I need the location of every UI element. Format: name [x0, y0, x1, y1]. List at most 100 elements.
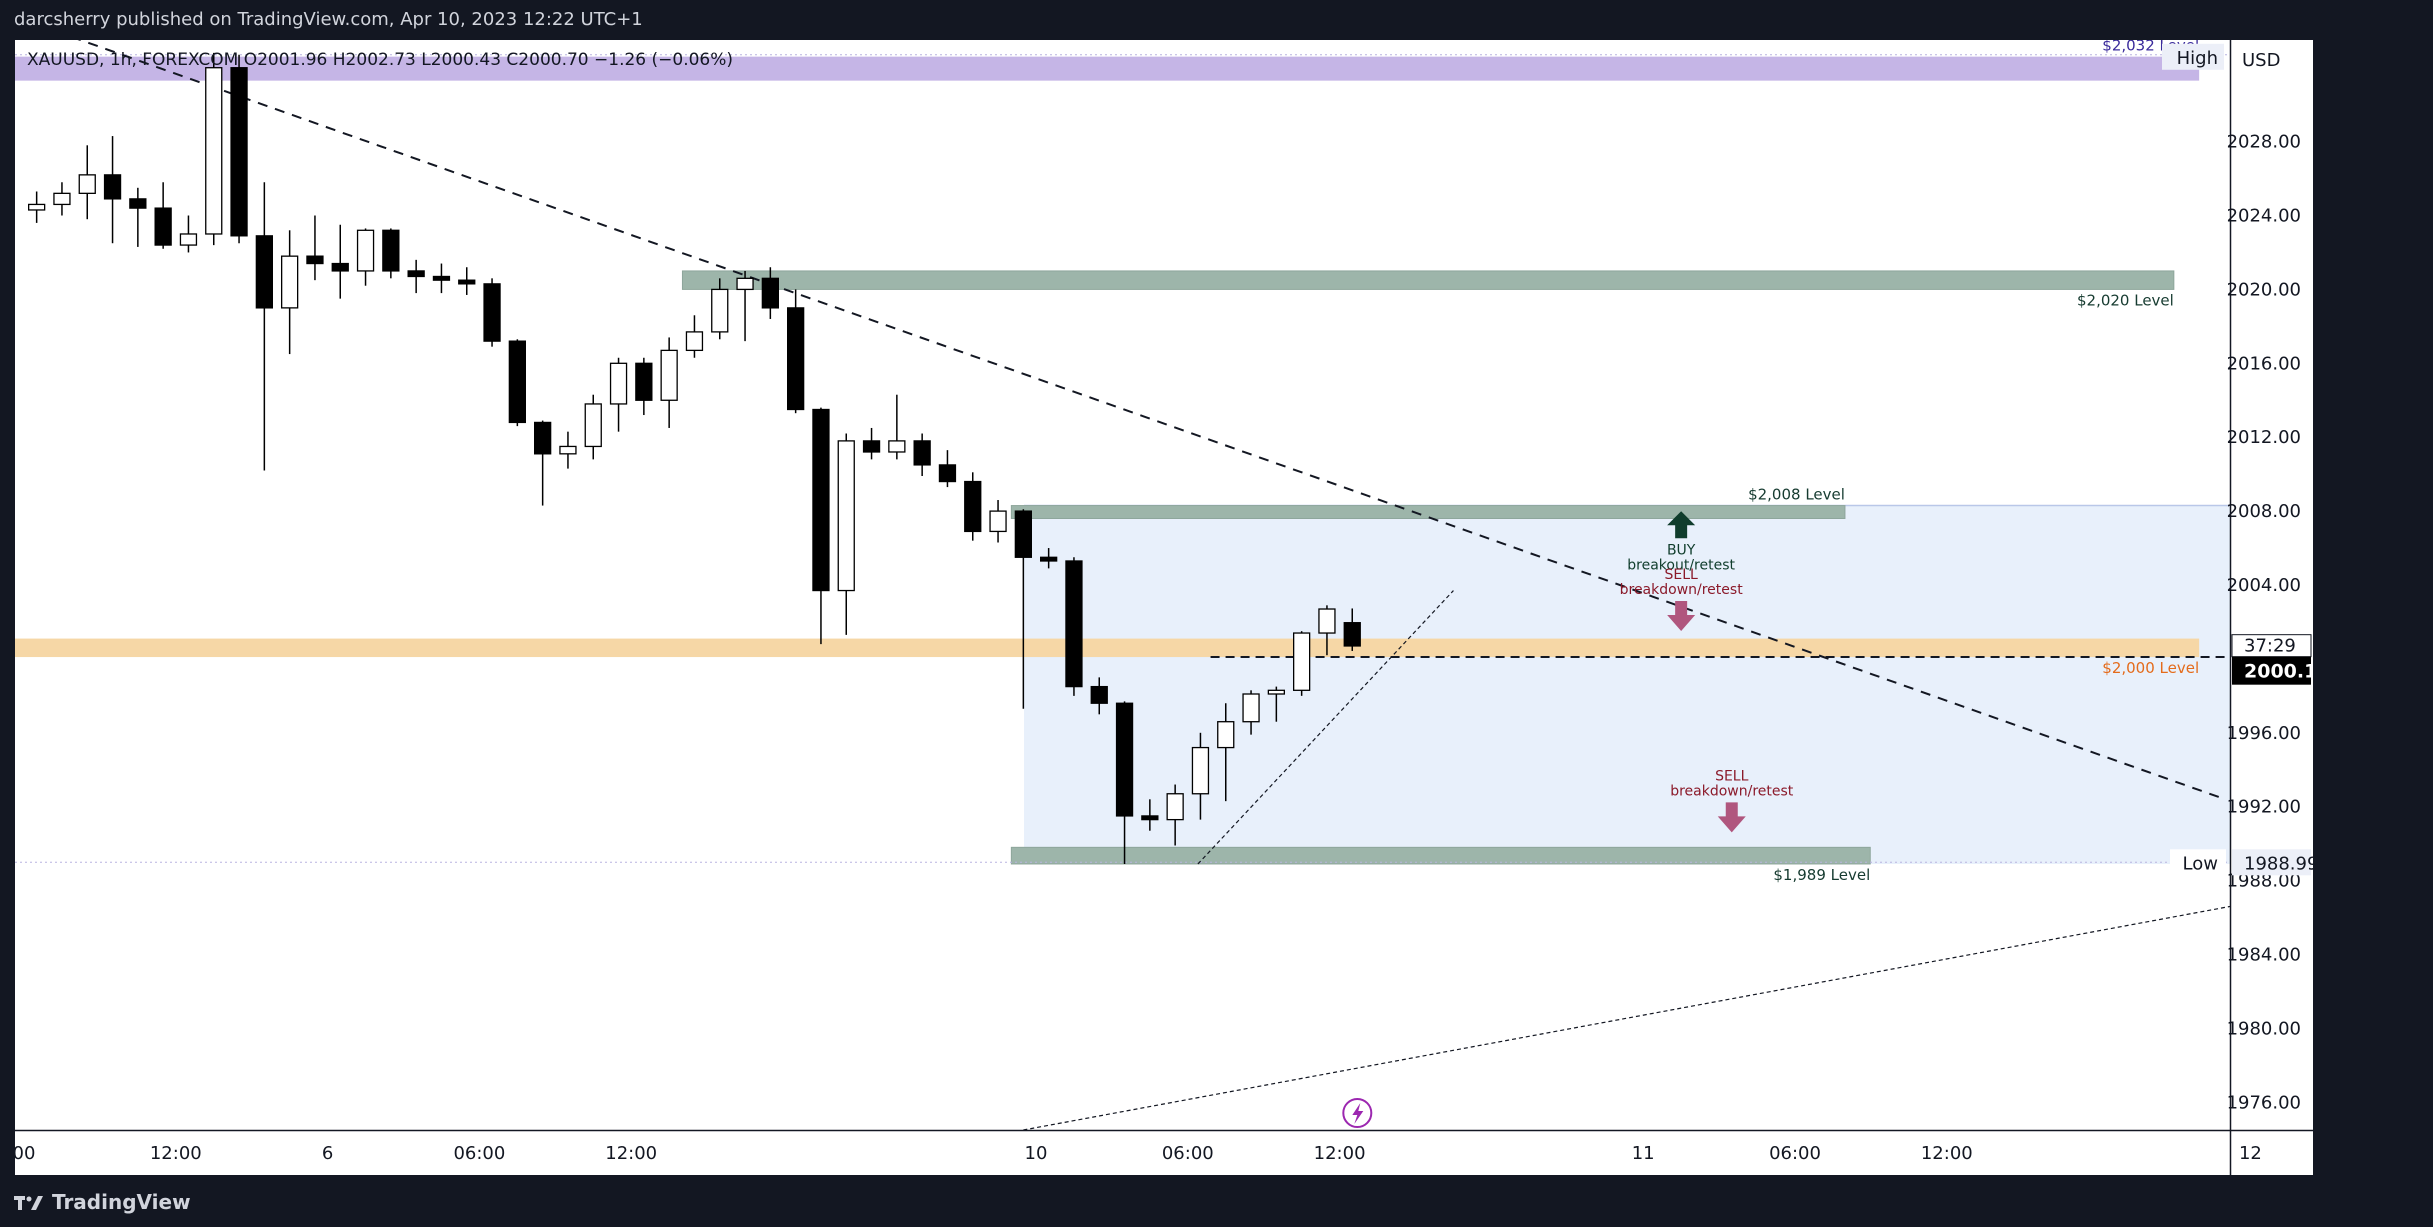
x-tick-0: 00 — [15, 1143, 35, 1164]
candle-body-23 — [609, 362, 628, 405]
candle-body-21 — [559, 445, 577, 455]
y-tick-5: 2008.00 — [2227, 501, 2301, 522]
y-tick-9: 1988.00 — [2227, 871, 2301, 892]
candle-body-25 — [660, 349, 678, 401]
candle-body-19 — [508, 340, 527, 424]
candle-body-0 — [27, 203, 46, 211]
candle-body-22 — [584, 403, 602, 448]
symbol-legend: XAUUSD, 1h, FOREXCOM O2001.96 H2002.73 L… — [27, 50, 734, 70]
candle-body-31 — [812, 408, 830, 592]
y-tick-7: 1996.00 — [2227, 723, 2301, 744]
candle-body-37 — [964, 480, 982, 533]
footer-brand[interactable]: TradingView — [14, 1190, 191, 1214]
sell-arrow-1 — [1667, 601, 1696, 632]
candle-body-34 — [888, 440, 906, 453]
zone-1 — [681, 270, 2175, 290]
y-tick-12: 1976.00 — [2227, 1092, 2301, 1113]
current-price-label: 2000.12 — [2244, 661, 2313, 683]
sell-arrow-2 — [1717, 802, 1746, 833]
candle-body-2 — [78, 174, 96, 194]
candle-body-35 — [913, 440, 931, 466]
footer-brand-label: TradingView — [52, 1190, 191, 1214]
y-tick-6: 2004.00 — [2227, 575, 2301, 596]
x-tick-9: 06:00 — [1769, 1143, 1821, 1164]
candle-body-11 — [306, 255, 324, 265]
candle-body-30 — [787, 307, 805, 411]
x-tick-10: 12:00 — [1921, 1143, 1973, 1164]
zone-label-1: $2,020 Level — [2077, 291, 2174, 309]
candle-body-9 — [255, 235, 274, 309]
candle-body-18 — [483, 283, 501, 342]
x-tick-11: 12 — [2239, 1143, 2262, 1164]
signal-title-2: SELL — [1715, 768, 1749, 784]
candle-body-3 — [103, 174, 122, 200]
zone-label-4: $1,989 Level — [1773, 866, 1870, 884]
candle-body-39 — [1014, 510, 1032, 558]
low-price-label: 1988.99 — [2244, 853, 2313, 874]
signal-title-0: BUY — [1667, 542, 1696, 558]
trendline-1 — [1023, 905, 2231, 1131]
x-tick-3: 06:00 — [453, 1143, 505, 1164]
y-tick-11: 1980.00 — [2227, 1018, 2301, 1039]
buy-arrow-0 — [1667, 511, 1696, 539]
price-tag — [2232, 656, 2311, 685]
trendline-0 — [77, 40, 2221, 799]
high-marker-label: High — [2177, 48, 2218, 69]
x-tick-1: 12:00 — [150, 1143, 202, 1164]
candle-body-50 — [1293, 632, 1311, 691]
signal-subtitle-2: breakdown/retest — [1670, 783, 1794, 799]
candle-body-10 — [280, 255, 299, 309]
zone-2 — [1010, 505, 1846, 519]
candle-body-13 — [356, 229, 375, 272]
chart-frame[interactable]: $2,032 Level $2,020 Level $2,008 Level $2,0… — [15, 40, 2313, 1175]
candle-body-8 — [230, 67, 248, 237]
price-chart[interactable]: $2,032 Level$2,020 Level$2,008 Level$2,0… — [15, 40, 2313, 1175]
signal-subtitle-1: breakdown/retest — [1620, 582, 1744, 598]
candle-body-42 — [1090, 685, 1108, 704]
high-marker-bg — [2162, 43, 2224, 70]
candle-body-41 — [1065, 560, 1083, 688]
candle-body-47 — [1217, 721, 1235, 749]
y-tick-4: 2012.00 — [2227, 427, 2301, 448]
low-price-tag — [2232, 849, 2311, 876]
candle-body-27 — [711, 288, 729, 333]
zone-0 — [15, 56, 2200, 81]
x-tick-7: 12:00 — [1314, 1143, 1366, 1164]
candle-body-26 — [685, 331, 704, 352]
trendline-2 — [1197, 590, 1454, 865]
candle-body-24 — [635, 362, 653, 401]
y-tick-8: 1992.00 — [2227, 797, 2301, 818]
candle-body-40 — [1040, 556, 1058, 562]
candle-body-20 — [534, 421, 552, 455]
x-tick-8: 11 — [1632, 1143, 1655, 1164]
x-tick-5: 10 — [1025, 1143, 1048, 1164]
lightning-bolt-icon — [1352, 1103, 1364, 1124]
candle-body-28 — [736, 277, 754, 291]
candle-body-32 — [837, 440, 855, 592]
zone-4 — [1010, 846, 1871, 865]
price-axis-unit: USD — [2242, 50, 2280, 71]
candle-body-36 — [938, 464, 957, 483]
price-axis-bg — [2230, 40, 2313, 1175]
projection-box — [1024, 505, 2230, 864]
candle-body-16 — [432, 275, 451, 281]
low-marker-bg — [2170, 849, 2226, 876]
zone-label-3: $2,000 Level — [2102, 659, 2199, 677]
signal-title-1: SELL — [1664, 567, 1698, 583]
candle-body-29 — [761, 277, 779, 309]
candle-body-49 — [1267, 689, 1285, 695]
candle-body-45 — [1166, 793, 1184, 821]
x-tick-2: 6 — [322, 1143, 333, 1164]
candle-body-51 — [1318, 608, 1336, 634]
zone-label-2: $2,008 Level — [1748, 486, 1845, 504]
candle-body-5 — [154, 207, 172, 246]
y-tick-2: 2020.00 — [2227, 279, 2301, 300]
y-tick-0: 2028.00 — [2227, 132, 2301, 153]
candle-body-46 — [1191, 746, 1210, 795]
candle-body-38 — [989, 510, 1007, 533]
candle-body-15 — [407, 270, 425, 278]
candle-body-12 — [331, 262, 349, 272]
publish-header: darcsherry published on TradingView.com,… — [0, 0, 2433, 40]
x-tick-6: 06:00 — [1162, 1143, 1214, 1164]
candle-body-44 — [1141, 815, 1159, 821]
